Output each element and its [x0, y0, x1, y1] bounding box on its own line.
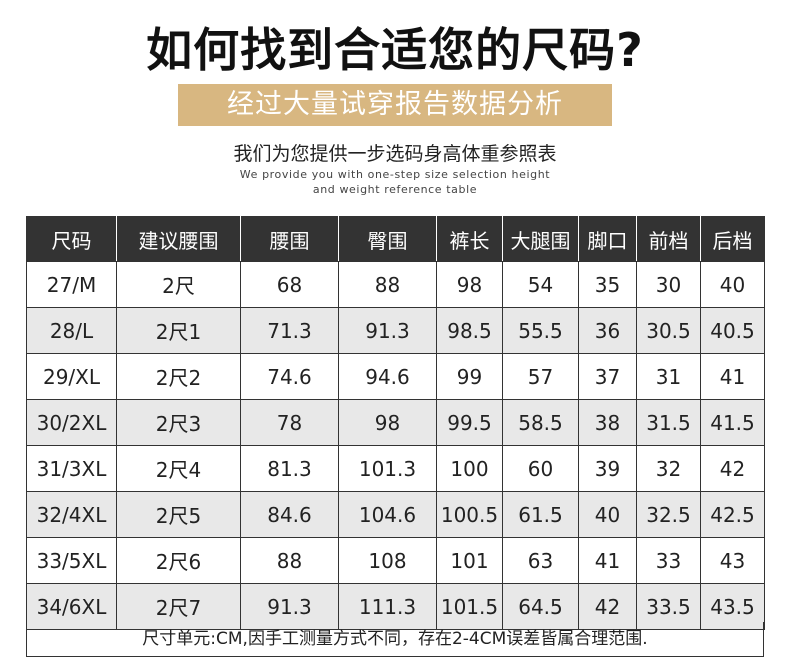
size-table: 尺码 建议腰围 腰围 臀围 裤长 大腿围 脚口 前档 后档 27/M 2尺 68 88… — [26, 216, 765, 630]
table-cell: 32.5 — [636, 491, 701, 538]
table-cell: 32/4XL — [26, 491, 117, 538]
table-cell: 54 — [502, 261, 579, 308]
table-cell: 71.3 — [240, 307, 339, 354]
table-cell: 2尺5 — [116, 491, 241, 538]
table-cell: 39 — [578, 445, 637, 492]
table-cell: 2尺 — [116, 261, 241, 308]
table-cell: 91.3 — [240, 583, 339, 630]
table-cell: 30/2XL — [26, 399, 117, 446]
table-cell: 40 — [578, 491, 637, 538]
table-cell: 94.6 — [338, 353, 437, 400]
table-cell: 30.5 — [636, 307, 701, 354]
english-line-1: We provide you with one-step size select… — [239, 168, 551, 181]
table-cell: 61.5 — [502, 491, 579, 538]
table-cell: 41 — [578, 537, 637, 584]
table-cell: 84.6 — [240, 491, 339, 538]
header-cell: 前档 — [636, 216, 701, 262]
subtitle: 我们为您提供一步选码身高体重参照表 — [233, 143, 557, 165]
header-cell: 臀围 — [338, 216, 437, 262]
table-cell: 31/3XL — [26, 445, 117, 492]
page-title: 如何找到合适您的尺码? — [146, 23, 644, 77]
banner: 经过大量试穿报告数据分析 — [178, 84, 612, 126]
table-cell: 34/6XL — [26, 583, 117, 630]
table-cell: 78 — [240, 399, 339, 446]
table-header-row: 尺码 建议腰围 腰围 臀围 裤长 大腿围 脚口 前档 后档 — [26, 216, 765, 262]
table-cell: 42.5 — [700, 491, 765, 538]
table-cell: 40 — [700, 261, 765, 308]
table-row: 34/6XL 2尺7 91.3 111.3 101.5 64.5 42 33.5 43.5 — [26, 583, 765, 630]
table-cell: 88 — [240, 537, 339, 584]
table-cell: 108 — [338, 537, 437, 584]
header-cell: 脚口 — [578, 216, 637, 262]
table-row: 30/2XL 2尺3 78 98 99.5 58.5 38 31.5 41.5 — [26, 399, 765, 446]
header-cell: 裤长 — [436, 216, 503, 262]
table-cell: 2尺4 — [116, 445, 241, 492]
table-cell: 101 — [436, 537, 503, 584]
table-cell: 42 — [578, 583, 637, 630]
table-cell: 33.5 — [636, 583, 701, 630]
table-cell: 33/5XL — [26, 537, 117, 584]
table-cell: 88 — [338, 261, 437, 308]
english-line-2: and weight reference table — [312, 183, 478, 196]
table-cell: 41.5 — [700, 399, 765, 446]
table-cell: 74.6 — [240, 353, 339, 400]
english-subtitle: We provide you with one-step size select… — [0, 167, 790, 197]
table-row: 33/5XL 2尺6 88 108 101 63 41 33 43 — [26, 537, 765, 584]
table-cell: 27/M — [26, 261, 117, 308]
table-cell: 2尺2 — [116, 353, 241, 400]
table-cell: 42 — [700, 445, 765, 492]
table-cell: 38 — [578, 399, 637, 446]
table-cell: 98 — [436, 261, 503, 308]
table-cell: 31.5 — [636, 399, 701, 446]
header-cell: 建议腰围 — [116, 216, 241, 262]
table-cell: 99 — [436, 353, 503, 400]
table-cell: 63 — [502, 537, 579, 584]
table-cell: 64.5 — [502, 583, 579, 630]
table-cell: 37 — [578, 353, 637, 400]
header-cell: 尺码 — [26, 216, 117, 262]
table-row: 32/4XL 2尺5 84.6 104.6 100.5 61.5 40 32.5 42.5 — [26, 491, 765, 538]
table-cell: 30 — [636, 261, 701, 308]
table-row: 27/M 2尺 68 88 98 54 35 30 40 — [26, 261, 765, 308]
table-cell: 57 — [502, 353, 579, 400]
table-row: 31/3XL 2尺4 81.3 101.3 100 60 39 32 42 — [26, 445, 765, 492]
table-row: 29/XL 2尺2 74.6 94.6 99 57 37 31 41 — [26, 353, 765, 400]
table-cell: 40.5 — [700, 307, 765, 354]
table-cell: 2尺3 — [116, 399, 241, 446]
table-cell: 104.6 — [338, 491, 437, 538]
header-cell: 后档 — [700, 216, 765, 262]
table-cell: 58.5 — [502, 399, 579, 446]
table-cell: 81.3 — [240, 445, 339, 492]
table-cell: 41 — [700, 353, 765, 400]
table-cell: 29/XL — [26, 353, 117, 400]
table-cell: 91.3 — [338, 307, 437, 354]
table-cell: 31 — [636, 353, 701, 400]
table-cell: 55.5 — [502, 307, 579, 354]
table-cell: 43.5 — [700, 583, 765, 630]
table-cell: 2尺6 — [116, 537, 241, 584]
table-cell: 98.5 — [436, 307, 503, 354]
header-cell: 腰围 — [240, 216, 339, 262]
table-cell: 28/L — [26, 307, 117, 354]
table-cell: 2尺1 — [116, 307, 241, 354]
table-cell: 33 — [636, 537, 701, 584]
table-cell: 100 — [436, 445, 503, 492]
table-body: 27/M 2尺 68 88 98 54 35 30 40 28/L 2尺1 71.3 91.3 98.5 5… — [26, 261, 765, 630]
header-cell: 大腿围 — [502, 216, 579, 262]
table-cell: 32 — [636, 445, 701, 492]
table-cell: 35 — [578, 261, 637, 308]
table-cell: 36 — [578, 307, 637, 354]
table-cell: 43 — [700, 537, 765, 584]
table-cell: 98 — [338, 399, 437, 446]
table-cell: 68 — [240, 261, 339, 308]
table-cell: 111.3 — [338, 583, 437, 630]
table-cell: 100.5 — [436, 491, 503, 538]
table-cell: 99.5 — [436, 399, 503, 446]
table-cell: 60 — [502, 445, 579, 492]
table-row: 28/L 2尺1 71.3 91.3 98.5 55.5 36 30.5 40.5 — [26, 307, 765, 354]
footnote: 尺寸单元:CM,因手工测量方式不同，存在2-4CM误差皆属合理范围. — [26, 622, 764, 657]
table-cell: 101.3 — [338, 445, 437, 492]
